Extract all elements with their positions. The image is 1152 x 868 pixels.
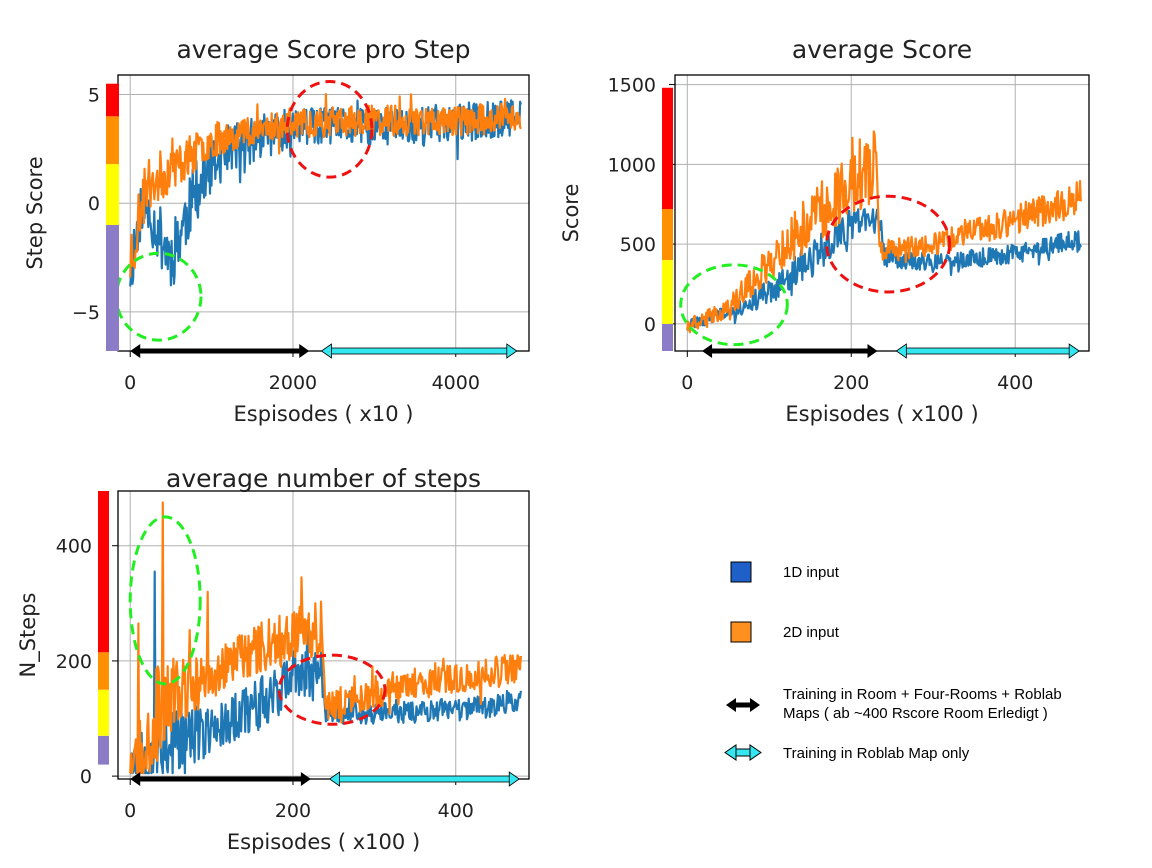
legend-swatch-1d — [730, 561, 752, 583]
score-band-yellow — [106, 164, 119, 225]
y-axis-label: Step Score — [23, 156, 47, 269]
highlight-ellipse-green — [679, 263, 789, 347]
x-axis-label: Espisodes ( x10 ) — [234, 402, 414, 426]
legend-label-phase2: Training in Roblab Map only — [783, 745, 970, 762]
y-tick-label: 200 — [56, 651, 92, 673]
legend-label-2d: 2D input — [783, 624, 840, 641]
legend-label-phase1-line1: Training in Room + Four-Rooms + Roblab — [783, 686, 1062, 703]
score-band-purple — [662, 323, 673, 351]
series-line-2d — [129, 93, 522, 278]
chart-panel-3: 0 200 400 0 200 400 average number of steps Esp… — [16, 464, 530, 854]
y-tick-label: 0 — [644, 314, 656, 336]
phase-arrow-roblab-only — [895, 343, 1080, 359]
x-tick-label: 2000 — [269, 372, 317, 394]
highlight-ellipse-green — [128, 515, 202, 686]
legend-arrow-phase1 — [726, 698, 760, 712]
x-axis-label: Espisodes ( x100 ) — [785, 402, 978, 426]
axes-frame — [674, 74, 1090, 352]
y-tick-label: 1000 — [608, 154, 656, 176]
legend-label-1d: 1D input — [783, 564, 840, 581]
series-layer — [129, 93, 522, 287]
chart-title: average Score pro Step — [176, 35, 470, 64]
legend-arrow-phase2 — [724, 744, 762, 761]
score-band-yellow — [662, 260, 673, 324]
phase-arrow-combined-maps — [702, 344, 878, 358]
score-band-orange — [662, 209, 673, 261]
chart-panel-1: 0 2000 4000 −5 0 5 average Score pro Step Espis… — [23, 35, 530, 426]
score-band-purple — [106, 224, 119, 351]
x-tick-label: 200 — [833, 372, 869, 394]
x-tick-label: 0 — [124, 372, 136, 394]
y-tick-label: 400 — [56, 536, 92, 558]
y-tick-label: 0 — [80, 766, 92, 788]
phase-arrow-combined-maps — [130, 772, 311, 786]
y-tick-label: 5 — [88, 85, 100, 107]
y-axis-label: N_Steps — [16, 593, 41, 678]
chart-title: average Score — [792, 35, 972, 64]
x-tick-label: 4000 — [432, 372, 480, 394]
chart-title: average number of steps — [166, 464, 481, 493]
highlight-ellipse-red — [285, 80, 374, 179]
x-axis-label: Espisodes ( x100 ) — [227, 830, 420, 854]
score-band-purple — [98, 735, 109, 765]
phase-arrow-roblab-only — [320, 343, 518, 359]
phase-arrow-combined-maps — [130, 344, 310, 358]
y-tick-label: 500 — [620, 234, 656, 256]
series-layer — [129, 501, 522, 775]
score-band-red — [106, 83, 119, 117]
series-line-1d — [686, 208, 1082, 331]
series-layer — [686, 130, 1082, 334]
y-tick-label: 1500 — [608, 75, 656, 97]
chart-panel-2: 0 200 400 0 500 1000 1500 average Score Espisode… — [559, 35, 1090, 426]
series-line-2d — [686, 130, 1082, 334]
x-tick-label: 400 — [997, 372, 1033, 394]
highlight-ellipse-green — [114, 251, 203, 342]
series-line-2d — [129, 501, 522, 775]
phase-arrow-roblab-only — [328, 771, 520, 787]
legend-swatch-2d — [730, 621, 752, 643]
score-band-orange — [98, 652, 109, 690]
y-axis-label: Score — [559, 184, 583, 243]
y-tick-label: −5 — [72, 302, 100, 324]
highlight-ellipse-red — [277, 653, 387, 726]
score-band-orange — [106, 116, 119, 165]
score-band-red — [662, 87, 673, 210]
y-tick-label: 0 — [88, 193, 100, 215]
series-line-1d — [129, 570, 522, 775]
x-tick-label: 400 — [438, 800, 474, 822]
axes-frame — [117, 490, 530, 780]
score-band-red — [98, 491, 109, 653]
x-tick-label: 0 — [681, 372, 693, 394]
highlight-ellipse-red — [825, 194, 952, 294]
legend: 1D input 2D input Training in Room + Fou… — [724, 561, 1062, 762]
x-tick-label: 0 — [124, 800, 136, 822]
x-tick-label: 200 — [275, 800, 311, 822]
score-band-yellow — [98, 689, 109, 736]
legend-label-phase1-line2: Maps ( ab ~400 Rscore Room Erledigt ) — [783, 705, 1048, 722]
